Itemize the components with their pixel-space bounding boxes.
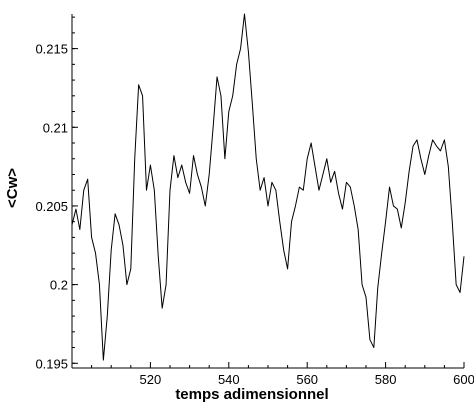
plot-area (71, 13, 465, 369)
y-ticks: 0.195 0.2 0.205 0.21 0.215 (35, 16, 78, 371)
x-axis-label: temps adimensionnel (175, 386, 328, 403)
y-tick-label: 0.2 (50, 278, 68, 293)
y-tick-label: 0.195 (35, 356, 68, 371)
x-ticks: 520 540 560 580 600 (71, 362, 474, 387)
series-line-0 (71, 13, 465, 361)
x-tick-label: 540 (218, 372, 240, 387)
y-tick-label: 0.215 (35, 42, 68, 57)
y-axis-label: <Cw> (4, 168, 21, 208)
x-tick-label: 600 (453, 372, 474, 387)
x-tick-label: 520 (140, 372, 162, 387)
y-tick-label: 0.21 (43, 120, 68, 135)
y-tick-label: 0.205 (35, 199, 68, 214)
x-tick-label: 560 (296, 372, 318, 387)
x-tick-label: 580 (375, 372, 397, 387)
